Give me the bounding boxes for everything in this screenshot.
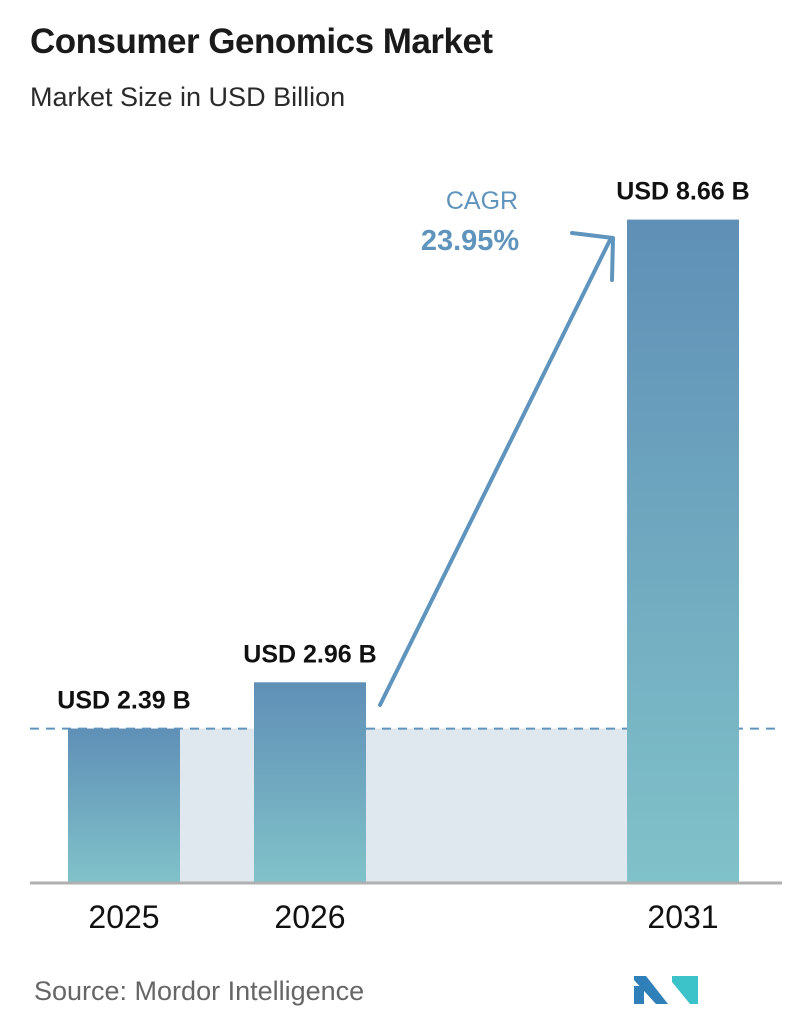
data-label-2026: USD 2.96 B (243, 640, 376, 668)
data-label-2025: USD 2.39 B (57, 687, 190, 715)
x-tick-label-2031: 2031 (647, 899, 718, 935)
logo-icon (634, 976, 668, 1004)
bar-2025 (68, 728, 180, 882)
bar-2026 (254, 682, 366, 882)
cagr-label: CAGR (446, 187, 518, 215)
cagr-value: 23.95% (421, 225, 520, 257)
source-text: Source: Mordor Intelligence (34, 976, 365, 1006)
logo-icon-right (672, 976, 698, 1004)
chart-subtitle: Market Size in USD Billion (30, 82, 346, 112)
data-label-2031: USD 8.66 B (616, 178, 749, 206)
bar-2031 (627, 219, 739, 883)
chart-title: Consumer Genomics Market (30, 22, 493, 61)
cagr-arrow (378, 238, 612, 707)
x-tick-label-2026: 2026 (274, 899, 345, 935)
logo-icon-bar (634, 986, 644, 1004)
cagr-arrowhead-icon (570, 231, 615, 282)
x-tick-label-2025: 2025 (88, 899, 159, 935)
